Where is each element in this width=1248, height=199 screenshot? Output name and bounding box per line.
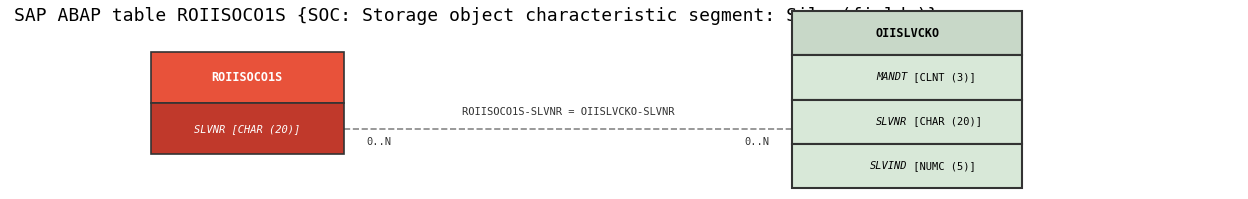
Text: MANDT: MANDT [876, 72, 907, 82]
Text: [NUMC (5)]: [NUMC (5)] [907, 161, 976, 171]
FancyBboxPatch shape [151, 52, 344, 103]
FancyBboxPatch shape [792, 144, 1022, 188]
Text: [CLNT (3)]: [CLNT (3)] [907, 72, 976, 82]
Text: OIISLVCKO: OIISLVCKO [875, 27, 940, 40]
Text: [CHAR (20)]: [CHAR (20)] [907, 117, 982, 127]
Text: SLVIND: SLVIND [870, 161, 907, 171]
Text: SLVNR [CHAR (20)]: SLVNR [CHAR (20)] [195, 124, 301, 134]
Text: 0..N: 0..N [745, 137, 770, 147]
Text: ROIISOCO1S: ROIISOCO1S [212, 71, 283, 84]
FancyBboxPatch shape [151, 103, 344, 154]
Text: SAP ABAP table ROIISOCO1S {SOC: Storage object characteristic segment: Silo (fie: SAP ABAP table ROIISOCO1S {SOC: Storage … [14, 7, 938, 25]
Text: SLVNR: SLVNR [876, 117, 907, 127]
FancyBboxPatch shape [792, 11, 1022, 55]
Text: ROIISOCO1S-SLVNR = OIISLVCKO-SLVNR: ROIISOCO1S-SLVNR = OIISLVCKO-SLVNR [462, 107, 674, 117]
FancyBboxPatch shape [792, 100, 1022, 144]
FancyBboxPatch shape [792, 55, 1022, 100]
Text: 0..N: 0..N [366, 137, 391, 147]
